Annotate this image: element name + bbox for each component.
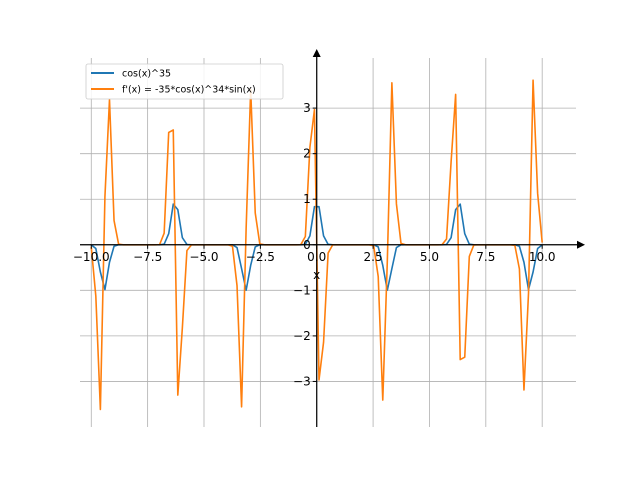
y-tick-label: −3 bbox=[293, 374, 311, 388]
y-tick-label: −2 bbox=[293, 329, 311, 343]
y-tick-label: 2 bbox=[303, 147, 311, 161]
axes bbox=[80, 49, 585, 427]
legend-label-cos: cos(x)^35 bbox=[122, 69, 171, 80]
y-axis-arrow bbox=[312, 49, 321, 57]
legend-box bbox=[85, 63, 284, 100]
y-tick-label: 3 bbox=[303, 101, 311, 115]
x-axis-arrow bbox=[577, 240, 585, 249]
x-tick-label: −10.0 bbox=[73, 250, 110, 264]
x-tick-label: 10.0 bbox=[529, 250, 556, 264]
x-tick-label: 7.5 bbox=[476, 250, 495, 264]
x-tick-label: 2.5 bbox=[364, 250, 383, 264]
x-tick-label: 0.0 bbox=[307, 250, 326, 264]
ticks: −10.0 −7.5 −5.0 −2.5 0.0 2.5 5.0 7.5 10.0 −3 −2 −1 0… bbox=[73, 101, 556, 388]
y-tick-label: 0 bbox=[303, 238, 311, 252]
x-tick-label: 5.0 bbox=[420, 250, 439, 264]
x-tick-label: −2.5 bbox=[246, 250, 275, 264]
y-tick-label: 1 bbox=[303, 192, 311, 206]
legend-label-derivative: f'(x) = -35*cos(x)^34*sin(x) bbox=[122, 85, 256, 96]
y-tick-label: −1 bbox=[293, 283, 311, 297]
x-tick-label: −7.5 bbox=[133, 250, 162, 264]
x-axis-label: x bbox=[313, 268, 320, 282]
legend: cos(x)^35 f'(x) = -35*cos(x)^34*sin(x) bbox=[85, 63, 284, 100]
x-tick-label: −5.0 bbox=[189, 250, 218, 264]
